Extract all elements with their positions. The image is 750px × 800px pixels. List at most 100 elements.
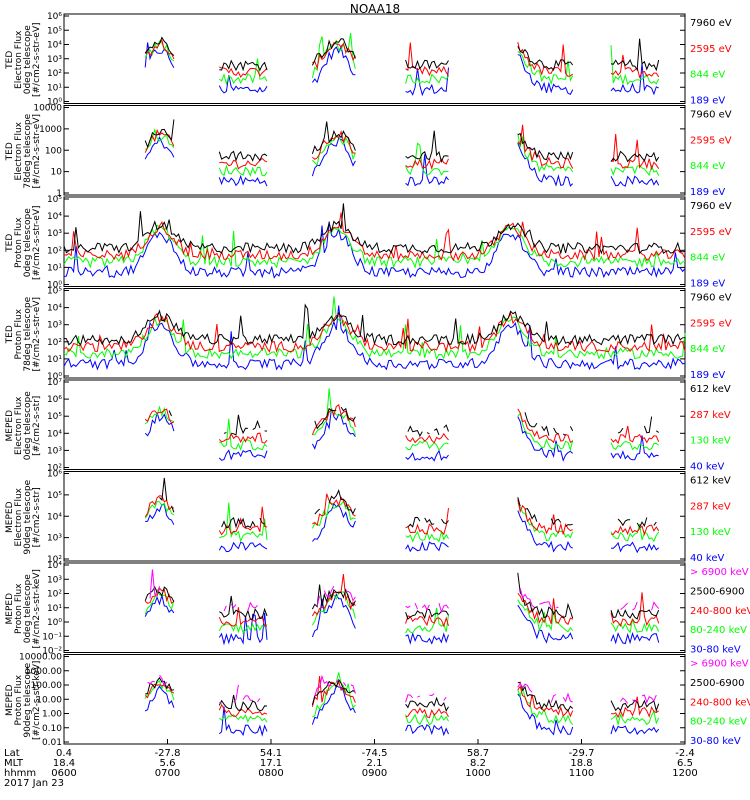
legend-entry: 2595 eV: [690, 135, 732, 146]
plot-frame: [63, 379, 686, 470]
y-axis-label: TED: [5, 51, 15, 70]
y-tick-label: 10⁴: [47, 561, 62, 571]
x-tick-hhmm: 1100: [569, 768, 594, 779]
y-tick-label: 0.10: [42, 724, 62, 734]
flux-trace: [63, 203, 686, 256]
y-tick-label: 10¹: [47, 355, 62, 365]
legend-entry: 40 keV: [690, 553, 724, 564]
y-axis-label: 78deg telescope: [23, 296, 33, 371]
x-tick-mlt: 18.4: [53, 758, 75, 769]
x-tick-mlt: 2.1: [367, 758, 383, 769]
flux-trace: [63, 221, 686, 279]
y-tick-label: 100.00: [31, 681, 63, 691]
legend-entry: 80-240 keV: [690, 625, 747, 636]
x-tick-lat: 0.4: [56, 748, 72, 759]
flux-trace: [144, 42, 659, 97]
y-tick-label: 10³: [47, 446, 62, 456]
y-axis-label: 0deg telescope: [23, 574, 33, 644]
y-tick-label: 10⁴: [47, 212, 62, 222]
y-tick-label: 10⁴: [47, 512, 62, 522]
flux-trace: [144, 39, 660, 79]
legend-entry: 240-800 keV: [690, 606, 750, 617]
y-tick-label: 10⁴: [47, 41, 62, 51]
flux-trace: [144, 493, 660, 536]
flux-trace: [149, 569, 660, 614]
legend-entry: 40 keV: [690, 462, 724, 473]
y-axis-label: [#/cm2-s-str]: [32, 396, 42, 456]
plot-frame: [63, 471, 686, 562]
chart-panel-5: 10² 10³ 10⁴ 10⁵ 10⁶ 10⁷ MEPED Electron Flux 0deg…: [5, 378, 731, 474]
y-axis-label: MEPED: [5, 593, 15, 625]
y-tick-label: 10000.00: [19, 653, 62, 663]
x-tick-lat: -74.5: [362, 748, 388, 759]
legend-entry: 189 eV: [690, 279, 725, 290]
x-tick-lat: 58.7: [467, 748, 489, 759]
y-tick-label: 10⁴: [47, 304, 62, 314]
chart-panel-8: 0.01 0.10 1.00 10.00 100.00 1000.00 10000.00 ME…: [5, 653, 750, 749]
y-axis-label: 90deg telescope: [23, 479, 33, 554]
x-tick-lat: -27.8: [155, 748, 181, 759]
y-tick-label: 10: [51, 168, 63, 178]
plot-frame: [63, 654, 686, 745]
y-tick-label: 10⁰: [47, 618, 62, 628]
flux-trace: [144, 136, 660, 187]
y-tick-label: 10⁴: [47, 429, 62, 439]
legend-entry: 844 eV: [690, 344, 725, 355]
x-tick-hhmm: 0800: [258, 768, 283, 779]
y-axis-label: [#/cm2-s-str-keV]: [32, 661, 42, 740]
x-tick-lat: -29.7: [569, 748, 595, 759]
flux-trace: [145, 676, 660, 713]
flux-trace: [144, 124, 660, 171]
y-tick-label: 10¹: [47, 83, 62, 93]
x-row-label: MLT: [4, 758, 24, 769]
y-tick-label: 10³: [47, 321, 62, 331]
x-tick-lat: -2.4: [675, 748, 695, 759]
y-tick-label: 10¹: [47, 604, 62, 614]
y-axis-label: TED: [5, 142, 15, 161]
y-tick-label: 10⁶: [47, 470, 62, 480]
x-tick-hhmm: 1200: [672, 768, 697, 779]
chart-panel-7: 10⁻² 10⁻¹ 10⁰ 10¹ 10² 10³ 10⁴ MEPED Proton Flux 0…: [5, 561, 750, 657]
legend-entry: 189 eV: [690, 96, 725, 107]
x-tick-mlt: 8.2: [470, 758, 486, 769]
flux-trace: [144, 574, 660, 628]
chart-panel-1: 10⁰ 10¹ 10² 10³ 10⁴ 10⁵ 10⁶ TED Electron Flux 0de…: [5, 12, 732, 108]
flux-trace: [63, 296, 686, 361]
y-tick-label: 1000.00: [25, 667, 62, 677]
flux-trace: [144, 33, 660, 86]
plot-frame: [63, 196, 686, 287]
legend-entry: 7960 eV: [690, 201, 732, 212]
legend-entry: 612 keV: [690, 476, 731, 487]
legend-entry: 30-80 keV: [690, 736, 741, 747]
y-tick-label: 10⁶: [47, 395, 62, 405]
plot-frame: [63, 562, 686, 653]
y-tick-label: 1000: [39, 125, 62, 135]
legend-entry: 844 eV: [690, 161, 725, 172]
legend-entry: 287 keV: [690, 410, 731, 421]
y-tick-label: 10²: [47, 338, 62, 348]
y-tick-label: 10³: [47, 575, 62, 585]
y-tick-label: 10⁶: [47, 12, 62, 22]
flux-trace: [144, 572, 660, 620]
legend-entry: 844 eV: [690, 253, 725, 264]
y-axis-label: TED: [5, 234, 15, 253]
plot-frame: [63, 105, 686, 196]
y-tick-label: 10²: [47, 464, 62, 474]
flux-trace: [144, 127, 660, 177]
y-tick-label: 10⁷: [47, 378, 62, 388]
chart-title: NOAA18: [350, 2, 400, 16]
y-axis-label: Electron Flux: [14, 487, 24, 546]
y-tick-label: 10²: [47, 555, 62, 565]
chart-panel-2: 1 10 100 1000 10000 TED Electron Flux 78deg tel…: [5, 104, 732, 200]
legend-entry: > 6900 keV: [690, 659, 749, 670]
y-tick-label: 10.00: [36, 695, 62, 705]
y-axis-label: 0deg telescope: [23, 391, 33, 461]
flux-trace: [63, 303, 686, 347]
y-axis-label: Electron Flux: [14, 121, 24, 180]
flux-trace: [144, 675, 659, 719]
y-tick-label: 0.01: [42, 738, 62, 748]
legend-entry: 189 eV: [690, 370, 725, 381]
legend-entry: 7960 eV: [690, 110, 732, 121]
flux-trace: [63, 212, 686, 262]
